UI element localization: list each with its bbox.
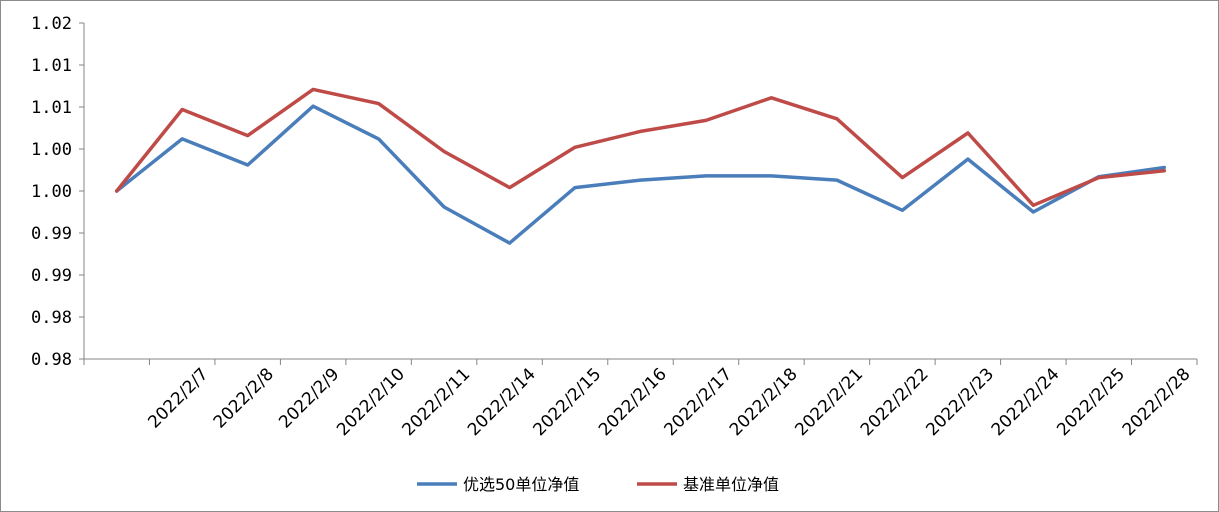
y-axis: 0.98 0.98 0.99 0.99 1.00 1.00 1.01 1.01 1.02 — [31, 14, 85, 370]
series-layer — [114, 87, 1167, 245]
x-tick-label: 2022/2/14 — [464, 364, 540, 440]
y-tick-label: 1.00 — [31, 182, 72, 202]
x-tick-label: 2022/2/24 — [988, 364, 1064, 440]
legend-label-2: 基准单位净值 — [683, 475, 779, 494]
y-tick-label: 1.01 — [31, 56, 72, 76]
x-tick-label: 2022/2/22 — [857, 364, 933, 440]
y-tick-label: 1.00 — [31, 140, 72, 160]
x-tick-label: 2022/2/7 — [144, 364, 212, 432]
x-axis: 2022/2/72022/2/82022/2/92022/2/102022/2/… — [83, 358, 1198, 440]
series-line-1 — [114, 104, 1167, 245]
y-tick-label: 1.01 — [31, 98, 72, 118]
legend: 优选50单位净值 基准单位净值 — [417, 475, 779, 494]
legend-label-1: 优选50单位净值 — [463, 475, 579, 494]
x-tick-label: 2022/2/25 — [1053, 364, 1129, 440]
x-tick-label: 2022/2/11 — [399, 364, 475, 440]
x-tick-label: 2022/2/8 — [210, 364, 278, 432]
y-tick-label: 0.98 — [31, 308, 72, 328]
series-line-2 — [114, 87, 1167, 208]
x-tick-label: 2022/2/21 — [791, 364, 867, 440]
x-tick-label: 2022/2/9 — [275, 364, 343, 432]
x-tick-label: 2022/2/10 — [333, 364, 409, 440]
x-tick-label: 2022/2/17 — [660, 364, 736, 440]
x-tick-label: 2022/2/23 — [922, 364, 998, 440]
y-tick-label: 0.98 — [31, 350, 72, 370]
x-tick-label: 2022/2/18 — [726, 364, 802, 440]
x-tick-label: 2022/2/16 — [595, 364, 671, 440]
y-tick-label: 1.02 — [31, 14, 72, 34]
x-tick-label: 2022/2/15 — [530, 364, 606, 440]
x-tick-label: 2022/2/28 — [1119, 364, 1195, 440]
y-tick-label: 0.99 — [31, 266, 72, 286]
y-tick-label: 0.99 — [31, 224, 72, 244]
